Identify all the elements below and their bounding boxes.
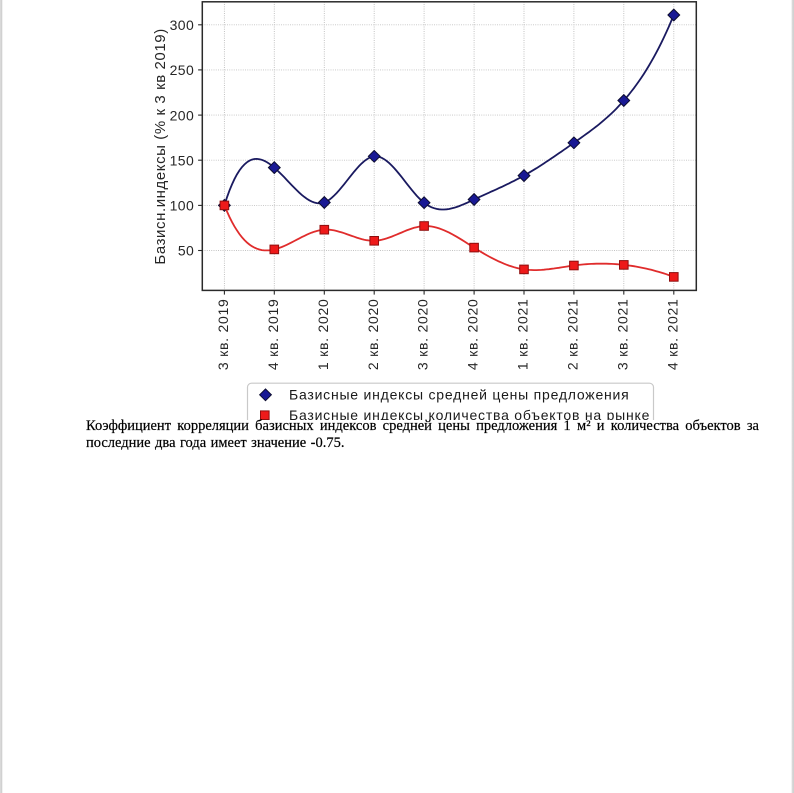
svg-text:Базисн.индексы (% к 3 кв 2019): Базисн.индексы (% к 3 кв 2019) [152,28,169,264]
svg-text:150: 150 [170,152,195,168]
svg-text:1 кв. 2021: 1 кв. 2021 [515,298,531,370]
svg-text:4 кв. 2020: 4 кв. 2020 [465,298,481,370]
svg-text:Базисные индексы количества об: Базисные индексы количества объектов на … [289,407,650,420]
svg-text:50: 50 [178,243,194,259]
svg-text:250: 250 [170,62,195,78]
svg-text:2 кв. 2021: 2 кв. 2021 [565,298,581,370]
svg-text:200: 200 [170,107,195,123]
svg-text:3 кв. 2021: 3 кв. 2021 [614,298,630,370]
svg-text:300: 300 [170,17,195,33]
svg-text:Базисные индексы средней цены: Базисные индексы средней цены предложени… [289,387,630,403]
svg-text:4 кв. 2019: 4 кв. 2019 [265,298,281,370]
svg-text:3 кв. 2019: 3 кв. 2019 [215,298,231,370]
svg-text:2 кв. 2020: 2 кв. 2020 [365,298,381,370]
svg-text:100: 100 [170,198,195,214]
svg-text:1 кв. 2020: 1 кв. 2020 [315,298,331,370]
svg-text:3 кв. 2020: 3 кв. 2020 [415,298,431,370]
svg-text:4 кв. 2021: 4 кв. 2021 [664,298,680,370]
